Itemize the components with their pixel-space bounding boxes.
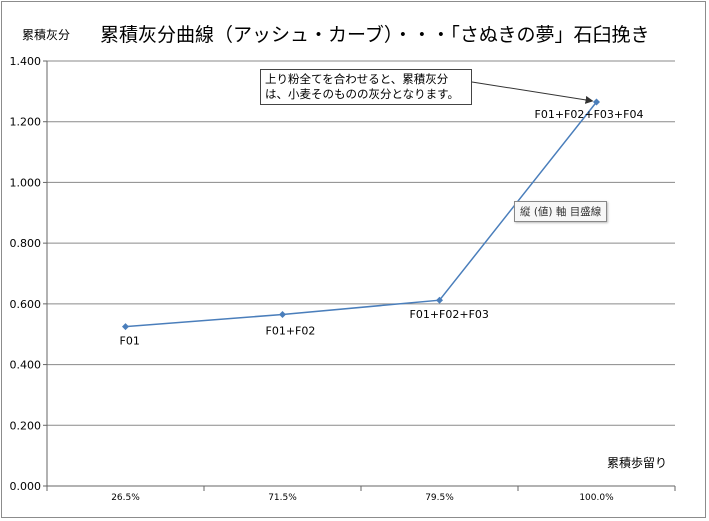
x-tick-labels: 26.5% 71.5% 79.5% 100.0% — [111, 493, 614, 503]
y-tick-label: 1.400 — [10, 55, 42, 68]
chart-title: 累積灰分曲線（アッシュ・カーブ）・・・「さぬきの夢」石臼挽き — [100, 24, 650, 46]
annotation-arrow — [471, 81, 594, 104]
data-point — [122, 323, 129, 331]
x-tick-label: 71.5% — [268, 493, 297, 503]
y-tick-label: 1.200 — [10, 116, 42, 129]
data-point — [436, 296, 443, 304]
y-tick-label: 0.000 — [10, 480, 42, 493]
data-point — [593, 98, 600, 106]
data-point-label: F01+F02+F03+F04 — [535, 108, 644, 121]
gridline-tooltip: 縦 (値) 軸 目盛線 — [514, 201, 608, 222]
y-axis-label: 累積灰分 — [22, 28, 71, 42]
y-tick-label: 0.600 — [10, 298, 42, 311]
data-point — [279, 310, 286, 318]
data-point-label: F01+F02 — [266, 324, 316, 337]
x-tick-label: 79.5% — [425, 493, 454, 503]
x-tick-label: 26.5% — [111, 493, 140, 503]
axes — [43, 60, 676, 491]
data-point-label: F01+F02+F03 — [410, 308, 489, 321]
y-tick-label: 0.200 — [10, 419, 42, 432]
point-labels: F01 F01+F02 F01+F02+F03 F01+F02+F03+F04 — [120, 108, 644, 348]
x-axis-label: 累積歩留り — [607, 456, 668, 470]
x-tick-label: 100.0% — [579, 493, 614, 503]
gridlines — [47, 60, 675, 426]
y-tick-label: 0.400 — [10, 359, 42, 372]
y-tick-label: 1.000 — [10, 176, 42, 189]
data-point-label: F01 — [120, 335, 140, 348]
y-tick-label: 0.800 — [10, 237, 42, 250]
y-tick-labels: 0.000 0.200 0.400 0.600 0.800 1.000 1.200 1.400 — [10, 55, 42, 493]
annotation-callout: 上り粉全てを合わせると、累積灰分は、小麦そのものの灰分となります。 — [260, 69, 472, 105]
